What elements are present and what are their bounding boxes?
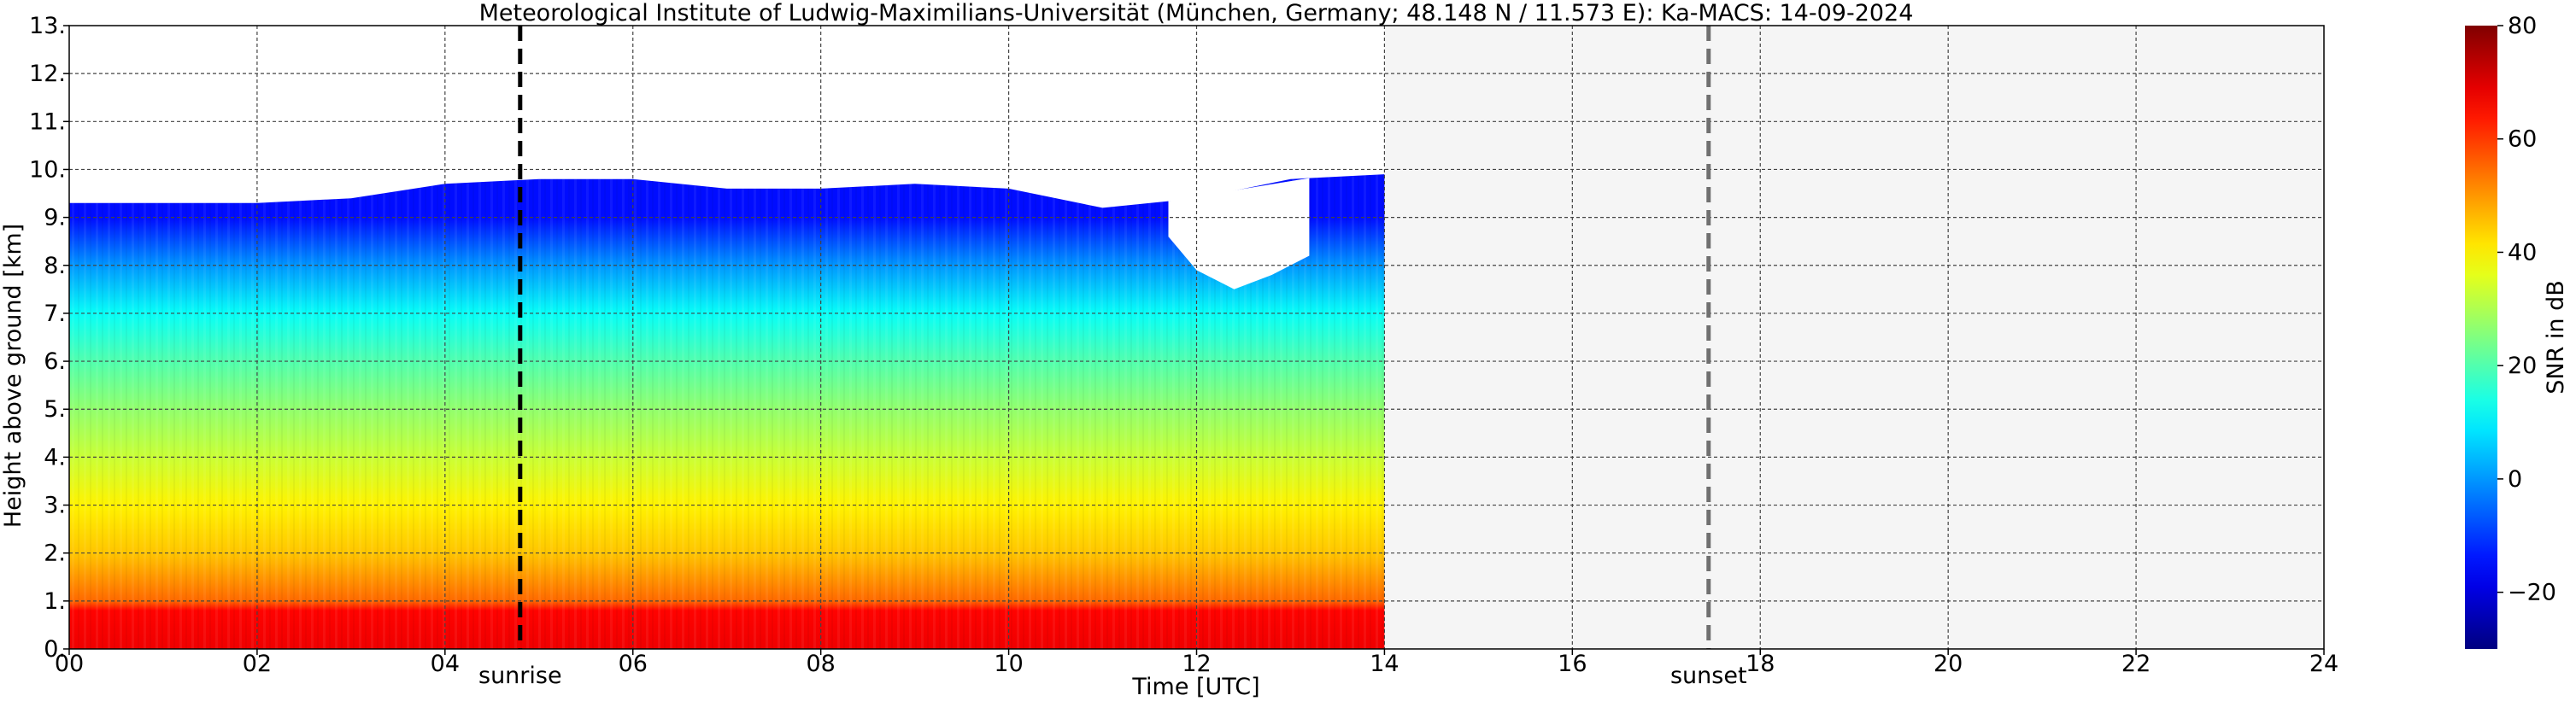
y-tick-label: 11. <box>29 108 66 135</box>
x-tick-label: 12 <box>1182 651 1211 677</box>
y-tick-label: 3. <box>44 493 66 519</box>
y-tick-label: 0. <box>44 636 66 663</box>
y-axis-ticks: 0. 1. 2. 3. 4. 5. 6. 7. 8. 9. 10. 11. 12. 13. <box>29 13 69 663</box>
grid-lines <box>69 26 2324 649</box>
colorbar-tick-label: 80 <box>2508 13 2537 39</box>
x-tick-label: 04 <box>431 651 460 677</box>
sun-markers: sunrise sunset <box>478 26 1747 689</box>
colorbar-gradient <box>2465 26 2497 649</box>
x-tick-label: 06 <box>619 651 648 677</box>
y-axis-label: Height above ground [km] <box>0 224 26 528</box>
colorbar: −20 0 20 40 60 80 SNR in dB <box>2465 13 2569 649</box>
y-tick-label: 4. <box>44 444 66 470</box>
x-axis-ticks: 00 02 04 06 08 10 12 14 16 18 20 22 24 <box>55 649 2338 677</box>
x-tick-label: 10 <box>994 651 1023 677</box>
y-tick-label: 10. <box>29 156 66 183</box>
x-tick-label: 16 <box>1558 651 1587 677</box>
y-tick-label: 2. <box>44 540 66 567</box>
plot-area: sunrise sunset <box>68 25 2325 689</box>
y-tick-label: 8. <box>44 253 66 279</box>
x-tick-label: 20 <box>1933 651 1963 677</box>
y-tick-label: 5. <box>44 396 66 423</box>
colorbar-label: SNR in dB <box>2543 280 2569 394</box>
x-tick-label: 00 <box>55 651 84 677</box>
colorbar-tick-label: −20 <box>2508 580 2556 606</box>
x-tick-label: 02 <box>243 651 272 677</box>
colorbar-ticks: −20 0 20 40 60 80 <box>2497 13 2556 606</box>
x-tick-label: 24 <box>2309 651 2338 677</box>
clear-air-gap <box>1168 178 1310 289</box>
colorbar-tick-label: 20 <box>2508 353 2537 379</box>
y-tick-label: 6. <box>44 348 66 375</box>
y-tick-label: 9. <box>44 205 66 231</box>
x-axis-label: Time [UTC] <box>1131 674 1259 700</box>
x-tick-label: 18 <box>1746 651 1775 677</box>
x-tick-label: 14 <box>1370 651 1399 677</box>
no-data-region <box>1384 26 2324 649</box>
y-tick-label: 1. <box>44 588 66 615</box>
colorbar-tick-label: 60 <box>2508 126 2537 153</box>
colorbar-tick-label: 0 <box>2508 466 2522 493</box>
y-tick-label: 12. <box>29 61 66 87</box>
x-tick-label: 22 <box>2121 651 2151 677</box>
y-tick-label: 7. <box>44 301 66 327</box>
chart-title: Meteorological Institute of Ludwig-Maxim… <box>479 0 1914 26</box>
colorbar-tick-label: 40 <box>2508 239 2537 266</box>
sunrise-label: sunrise <box>478 663 562 689</box>
x-tick-label: 08 <box>806 651 835 677</box>
sunset-label: sunset <box>1670 663 1747 689</box>
y-tick-label: 13. <box>29 13 66 39</box>
echo-streak-texture <box>69 174 1385 650</box>
